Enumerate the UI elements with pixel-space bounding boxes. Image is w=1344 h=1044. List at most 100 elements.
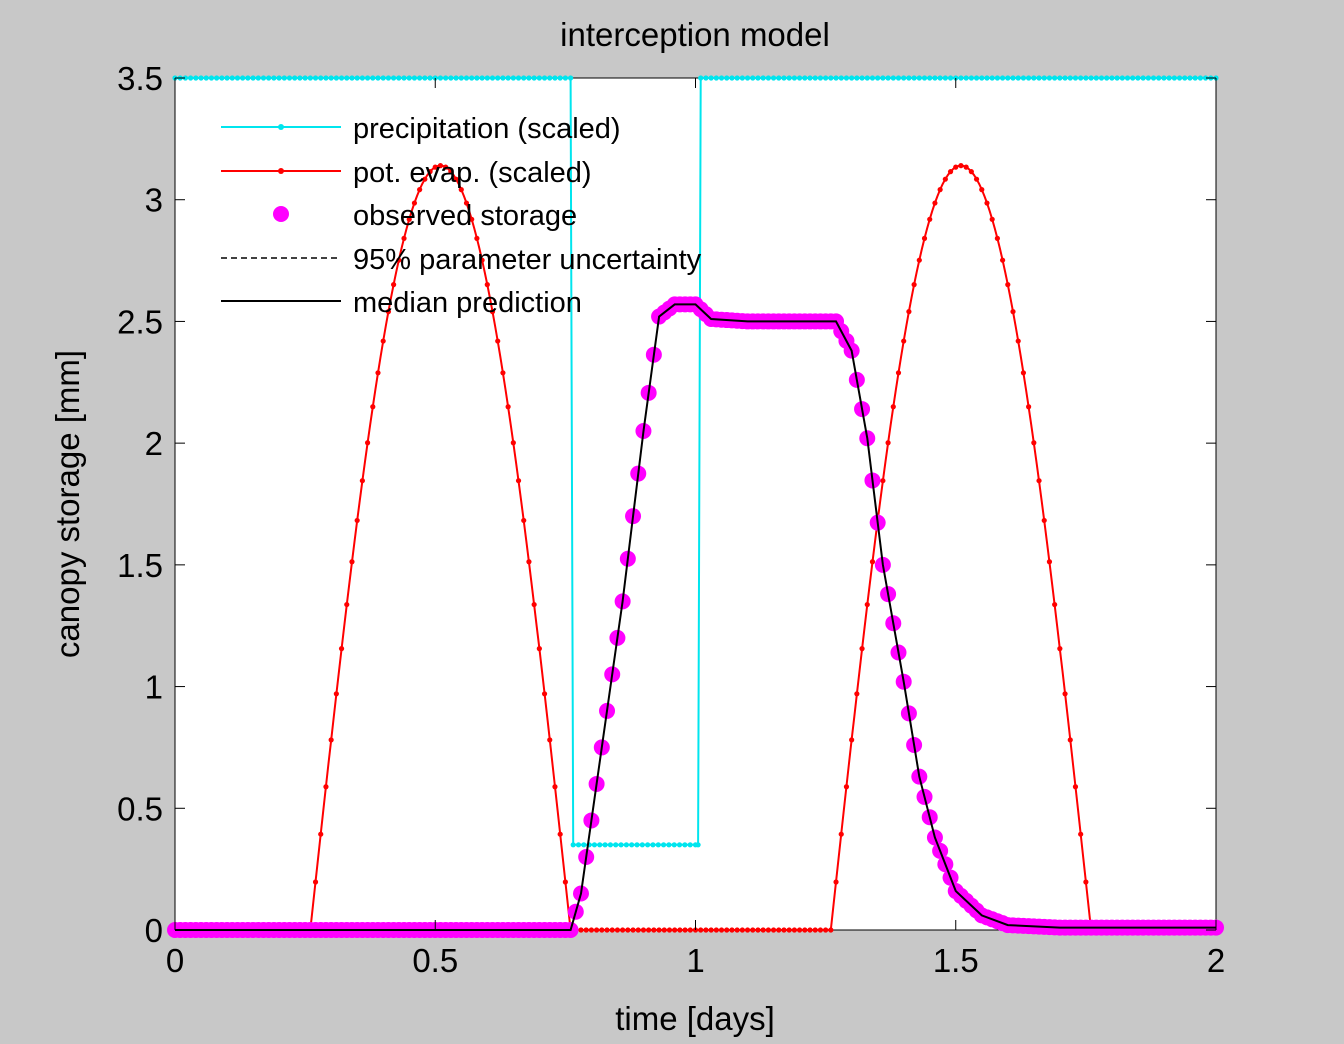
series-dot-0 [234,75,241,81]
series-dot-0 [1171,75,1177,81]
series-dot-0 [570,842,576,848]
series-dot-0 [260,75,267,81]
series-dot-1 [979,187,985,193]
series-dot-1 [1031,440,1037,446]
x-axis-label: time [days] [615,1000,775,1037]
series-dot-0 [634,842,640,848]
series-dot-0 [843,75,850,81]
series-dot-0 [531,75,537,81]
series-dot-0 [639,842,645,848]
series-dot-1 [989,216,995,222]
series-dot-0 [623,842,629,848]
series-dot-1 [859,646,865,652]
series-dot-1 [401,235,407,241]
series-dot-0 [562,75,568,81]
series-dot-0 [927,75,933,81]
legend-entry-median: median prediction [221,287,582,319]
series-dot-1 [391,282,397,288]
series-dot-1 [734,927,740,933]
series-dot-0 [921,75,928,81]
series-dot-0 [276,75,282,81]
series-dot-0 [182,75,189,81]
series-dot-0 [724,75,730,81]
series-dot-1 [500,370,506,376]
series-dot-0 [854,75,860,81]
series-dot-0 [385,75,392,81]
series-dot-0 [1005,75,1011,81]
series-dot-1 [427,169,433,175]
x-tick-label: 1.5 [933,942,979,979]
series-dot-0 [250,75,256,81]
series-dot-1 [932,200,938,206]
series-dot-0 [613,842,619,848]
series-dot-0 [463,75,470,81]
series-dot-0 [401,75,407,81]
series-dot-1 [1057,646,1063,652]
series-dot-0 [474,75,480,81]
series-dot-1 [458,187,464,193]
series-dot-1 [901,338,907,344]
series-dot-0 [895,75,902,81]
series-dot-0 [901,75,907,81]
legend-entry-precipitation: precipitation (scaled) [221,113,621,145]
series-dot-1 [817,927,824,933]
series-dot-0 [354,75,360,81]
series-dot-1 [880,478,886,484]
series-dot-1 [828,927,834,933]
series-dot-1 [953,164,959,170]
series-dot-0 [484,75,490,81]
series-dot-0 [1026,75,1032,81]
series-dot-0 [797,75,803,81]
series-dot-0 [255,75,261,81]
series-dot-0 [370,75,376,81]
x-tick-label: 1 [686,942,704,979]
series-dot-0 [240,75,246,81]
series-dot-1 [927,216,933,222]
series-dot-0 [1182,75,1188,81]
series-dot-0 [417,75,423,81]
series-dot-0 [188,75,194,81]
series-dot-1 [661,927,667,933]
series-dot-0 [607,842,614,848]
legend-label-observed: observed storage [353,200,577,232]
series-dot-1 [666,927,673,933]
series-dot-0 [338,75,345,81]
series-dot-1 [984,200,990,206]
series-dot-1 [895,370,902,376]
series-dot-0 [1020,75,1027,81]
series-dot-1 [578,927,584,933]
series-dot-0 [575,842,582,848]
series-dot-0 [1192,75,1198,81]
series-dot-1 [318,831,324,837]
series-dot-1 [802,927,808,933]
series-dot-1 [672,927,678,933]
series-dot-0 [880,75,886,81]
series-dot-0 [349,75,355,81]
series-dot-0 [333,75,339,81]
series-dot-0 [750,75,756,81]
series-dot-0 [406,75,412,81]
series-dot-0 [557,75,563,81]
series-dot-1 [635,927,641,933]
series-dot-1 [344,601,350,608]
series-dot-0 [1088,75,1094,81]
series-dot-0 [1104,75,1110,81]
series-dot-1 [823,927,829,933]
y-tick-label: 1.5 [117,547,163,584]
legend-marker-pot-evap [278,168,284,174]
y-tick-label: 2.5 [117,303,163,340]
series-dot-1 [479,257,485,263]
series-dot-0 [364,75,371,81]
legend-label-precipitation: precipitation (scaled) [353,113,621,145]
series-dot-0 [695,842,701,848]
series-dot-1 [776,927,782,933]
series-dot-1 [646,927,652,933]
series-dot-1 [1052,601,1058,608]
series-dot-0 [666,842,672,848]
series-dot-0 [359,75,365,81]
y-tick-label: 0.5 [117,790,163,827]
series-dot-1 [338,646,345,652]
series-dot-0 [448,75,454,81]
series-dot-0 [1161,75,1167,81]
